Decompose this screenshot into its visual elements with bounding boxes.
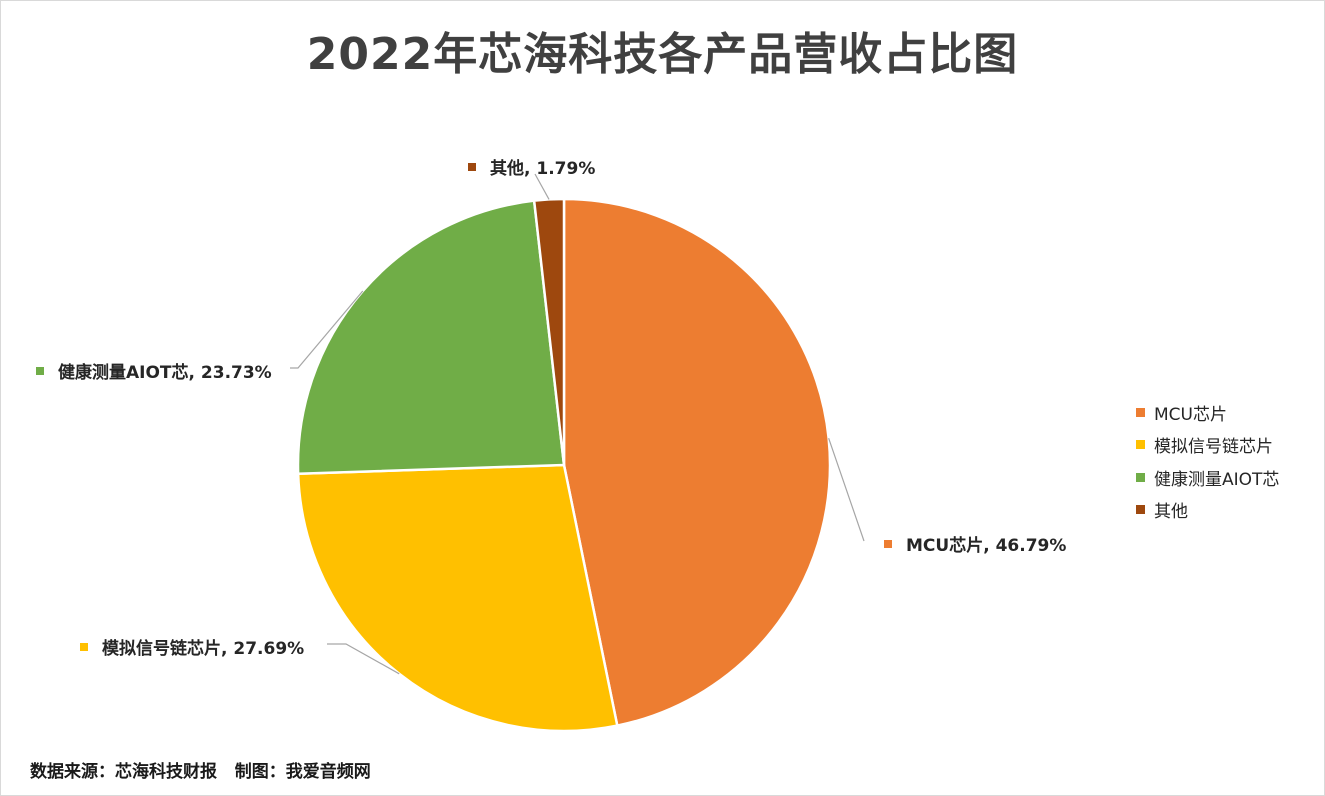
leader-line-analog-signal-chain xyxy=(327,643,400,675)
data-label-text-other: 其他, 1.79% xyxy=(490,159,596,179)
legend-label-other: 其他 xyxy=(1154,502,1188,523)
legend-item-other: 其他 xyxy=(1136,494,1279,527)
legend: MCU芯片 模拟信号链芯片 健康测量AIOT芯 其他 xyxy=(1136,396,1279,526)
pie-slice-analog-signal-chain xyxy=(296,463,619,733)
leader-line-mcu xyxy=(828,438,865,542)
legend-label-health-aiot: 健康测量AIOT芯 xyxy=(1154,469,1280,490)
legend-item-analog-signal-chain: 模拟信号链芯片 xyxy=(1136,429,1279,462)
legend-swatch-analog-signal-chain xyxy=(1136,440,1145,450)
legend-item-health-aiot: 健康测量AIOT芯 xyxy=(1136,461,1279,494)
legend-swatch-health-aiot xyxy=(1136,472,1145,482)
data-label-mcu: MCU芯片, 46.79% xyxy=(884,531,1066,556)
legend-swatch-other xyxy=(1136,505,1145,515)
legend-item-mcu: MCU芯片 xyxy=(1136,396,1279,429)
leader-line-health-aiot xyxy=(290,290,364,369)
data-label-text-analog-signal-chain: 模拟信号链芯片, 27.69% xyxy=(102,639,305,659)
data-label-text-mcu: MCU芯片, 46.79% xyxy=(906,536,1067,556)
data-label-swatch-other xyxy=(468,162,476,171)
data-label-other: 其他, 1.79% xyxy=(468,154,595,179)
data-label-analog-signal-chain: 模拟信号链芯片, 27.69% xyxy=(80,634,304,659)
source-note: 数据来源：芯海科技财报 制图：我爱音频网 xyxy=(30,762,371,782)
data-label-health-aiot: 健康测量AIOT芯, 23.73% xyxy=(36,358,272,383)
chart-title: 2022年芯海科技各产品营收占比图 xyxy=(306,29,1019,80)
legend-swatch-mcu xyxy=(1136,407,1145,417)
leader-line-other xyxy=(534,173,550,200)
pie-slice-mcu xyxy=(562,197,832,727)
legend-label-mcu: MCU芯片 xyxy=(1154,404,1227,425)
data-label-swatch-health-aiot xyxy=(36,366,44,375)
data-label-swatch-analog-signal-chain xyxy=(80,642,88,651)
data-label-text-health-aiot: 健康测量AIOT芯, 23.73% xyxy=(58,363,272,383)
legend-label-analog-signal-chain: 模拟信号链芯片 xyxy=(1154,437,1273,458)
pie-slice-other xyxy=(532,197,566,467)
pie-slice-health-aiot xyxy=(296,199,566,475)
data-label-swatch-mcu xyxy=(884,539,892,548)
